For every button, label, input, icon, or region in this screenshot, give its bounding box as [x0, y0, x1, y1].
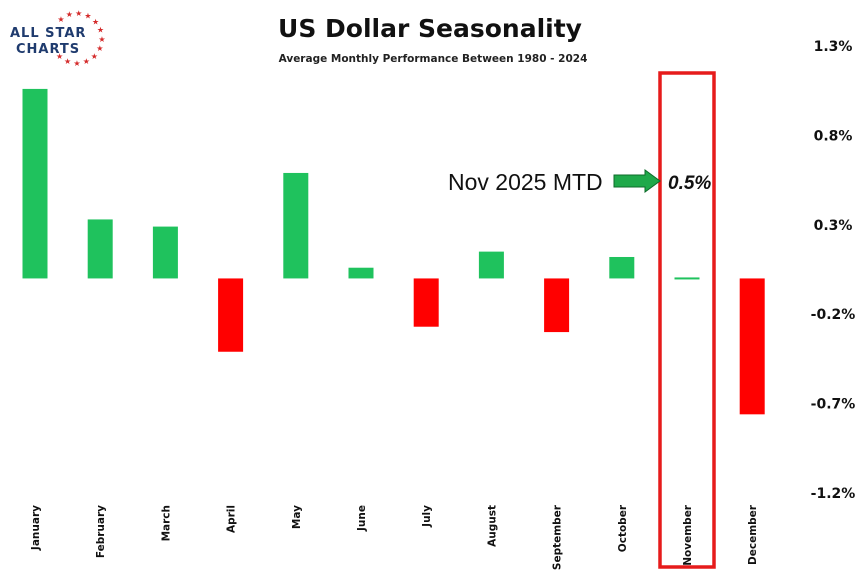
- x-tick-label-january: January: [30, 505, 42, 551]
- bar-august: [478, 251, 504, 279]
- y-tick-label: -0.7%: [811, 397, 856, 413]
- logo-stars-icon: ★★ ★ ★★★★★★★★★★: [56, 9, 106, 68]
- bar-november: [674, 277, 700, 280]
- bar-may: [283, 172, 309, 279]
- bar-december: [739, 278, 765, 415]
- y-tick-label: 0.3%: [814, 218, 853, 234]
- bars-group: [22, 88, 765, 415]
- star-icon: ★: [96, 44, 103, 53]
- y-tick-label: 1.3%: [814, 39, 853, 55]
- arrow-right-icon: [613, 169, 661, 193]
- chart-subtitle: Average Monthly Performance Between 1980…: [279, 53, 588, 65]
- x-tick-label-june: June: [356, 505, 368, 532]
- bar-february: [87, 219, 113, 279]
- x-tick-label-december: December: [747, 504, 759, 565]
- y-axis-ticks: 1.3% 0.8% 0.3% -0.2% -0.7% -1.2%: [811, 39, 856, 502]
- mtd-annotation-value: 0.5%: [668, 173, 711, 194]
- star-icon: ★: [56, 52, 63, 61]
- x-tick-label-april: April: [226, 505, 238, 533]
- bar-april: [218, 278, 244, 352]
- logo-line-2: CHARTS: [16, 42, 80, 57]
- mtd-annotation: Nov 2025 MTD 0.5%: [448, 169, 711, 195]
- x-tick-label-march: March: [160, 505, 172, 541]
- y-tick-label: 0.8%: [814, 128, 853, 144]
- star-icon: ★: [57, 15, 64, 24]
- star-icon: ★: [84, 12, 91, 21]
- x-tick-label-november: November: [682, 504, 694, 566]
- bar-october: [609, 256, 635, 279]
- highlight-box: [658, 71, 716, 569]
- star-icon: ★: [92, 17, 99, 26]
- star-icon: ★: [75, 9, 82, 18]
- x-tick-label-july: July: [421, 505, 433, 528]
- x-tick-label-february: February: [95, 505, 107, 558]
- x-tick-label-august: August: [486, 505, 498, 547]
- x-tick-label-october: October: [617, 504, 629, 552]
- bar-june: [348, 267, 374, 279]
- bar-september: [544, 278, 570, 333]
- logo: ★★ ★ ★★★★★★★★★★ ALL STAR CHARTS: [10, 9, 106, 68]
- mtd-annotation-label: Nov 2025 MTD: [448, 169, 603, 195]
- x-tick-label-may: May: [291, 505, 303, 529]
- star-icon: ★: [66, 10, 73, 19]
- x-tick-label-september: September: [552, 504, 564, 570]
- star-icon: ★: [83, 57, 90, 66]
- y-tick-label: -0.2%: [811, 307, 856, 323]
- bar-july: [413, 278, 439, 327]
- bar-march: [152, 226, 178, 279]
- star-icon: ★: [91, 52, 98, 61]
- bar-january: [22, 88, 48, 279]
- logo-line-1: ALL STAR: [10, 26, 86, 41]
- chart-title: US Dollar Seasonality: [278, 14, 582, 43]
- y-tick-label: -1.2%: [811, 486, 856, 502]
- star-icon: ★: [64, 57, 71, 66]
- x-axis-ticks: January February March April May June July Augu…: [30, 504, 759, 570]
- star-icon: ★: [97, 25, 104, 34]
- star-icon: ★: [73, 59, 80, 68]
- star-icon: ★: [98, 35, 105, 44]
